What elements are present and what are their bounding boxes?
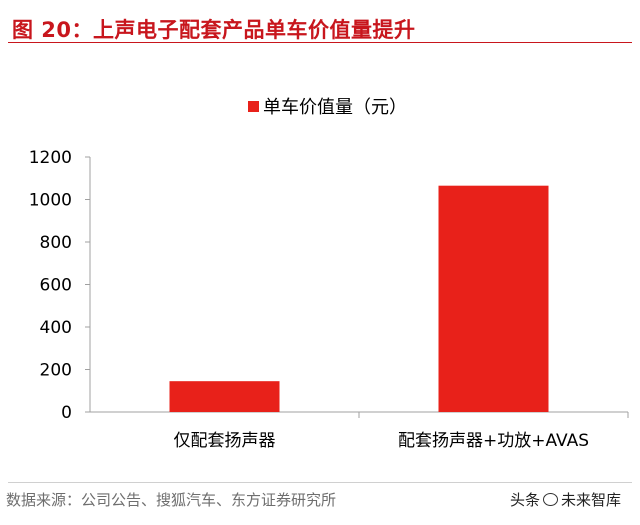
y-tick-label: 1200 bbox=[29, 148, 72, 168]
chart-legend: 单车价值量（元） bbox=[248, 93, 407, 119]
y-tick-label: 800 bbox=[40, 233, 72, 253]
bar-1 bbox=[169, 381, 280, 412]
y-tick-label: 600 bbox=[40, 276, 72, 296]
x-tick-group: 仅配套扬声器 配套扬声器+功放+AVAS bbox=[174, 412, 629, 451]
y-tick-group: 0 200 400 600 800 1000 1200 bbox=[29, 148, 90, 423]
chart-title: 图 20：上声电子配套产品单车价值量提升 bbox=[12, 18, 416, 42]
x-category-label: 配套扬声器+功放+AVAS bbox=[398, 431, 589, 451]
footer-divider bbox=[8, 482, 632, 483]
y-tick-label: 1000 bbox=[29, 191, 72, 211]
watermark-name: 未来智库 bbox=[561, 491, 622, 509]
watermark: 头条 未来智库 bbox=[510, 489, 621, 510]
bar-2 bbox=[438, 185, 549, 412]
watermark-logo-icon bbox=[543, 493, 559, 506]
y-tick-label: 200 bbox=[40, 361, 72, 381]
x-category-label: 仅配套扬声器 bbox=[174, 431, 276, 451]
y-tick-label: 400 bbox=[40, 318, 72, 338]
y-tick-label: 0 bbox=[61, 403, 72, 423]
title-bar: 图 20：上声电子配套产品单车价值量提升 bbox=[8, 10, 632, 43]
bar-group bbox=[169, 185, 549, 412]
legend-swatch bbox=[248, 100, 259, 112]
watermark-prefix: 头条 bbox=[510, 491, 541, 509]
source-note: 数据来源：公司公告、搜狐汽车、东方证券研究所 bbox=[6, 491, 337, 509]
legend-label: 单车价值量（元） bbox=[263, 97, 407, 118]
